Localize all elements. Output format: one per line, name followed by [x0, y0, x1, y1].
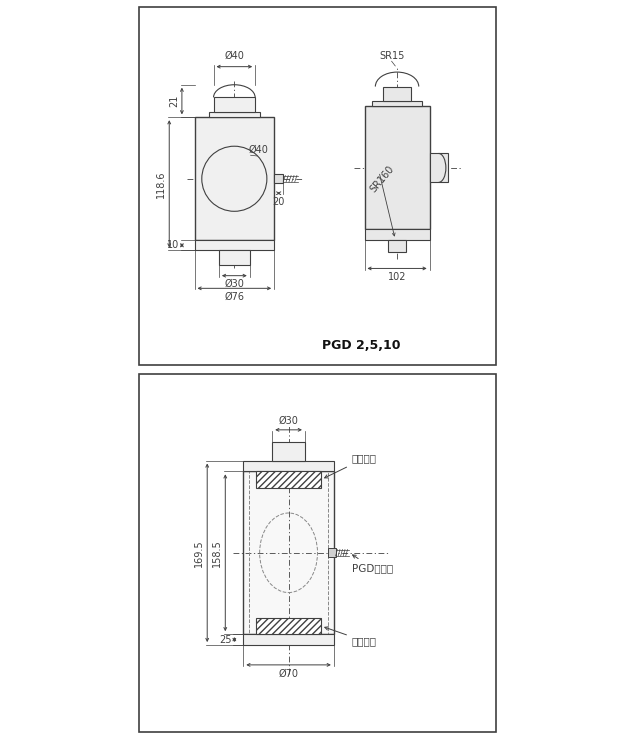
- Text: Ø30: Ø30: [279, 416, 298, 425]
- Text: Ø76: Ø76: [224, 292, 244, 302]
- Bar: [209, 112, 260, 117]
- Text: 158.5: 158.5: [212, 539, 222, 567]
- Bar: [243, 471, 334, 634]
- Bar: [219, 250, 250, 265]
- Text: Ø30: Ø30: [224, 279, 244, 289]
- Text: 21: 21: [169, 95, 179, 107]
- Text: 169.5: 169.5: [194, 539, 204, 567]
- Text: Ø40: Ø40: [224, 51, 244, 62]
- Text: SR160: SR160: [369, 164, 396, 194]
- Text: 10: 10: [167, 240, 179, 250]
- Text: PGD传感器: PGD传感器: [352, 555, 393, 573]
- Bar: [249, 471, 328, 634]
- Bar: [213, 97, 255, 112]
- Text: SR15: SR15: [379, 51, 404, 62]
- Text: 下承压头: 下承压头: [324, 627, 377, 646]
- Bar: [194, 240, 274, 250]
- Bar: [243, 461, 334, 471]
- Text: PGD 2,5,10: PGD 2,5,10: [322, 339, 400, 351]
- Text: 118.6: 118.6: [156, 170, 166, 198]
- Bar: [256, 471, 321, 488]
- Bar: [364, 107, 430, 230]
- Text: 25: 25: [219, 634, 231, 645]
- Bar: [274, 174, 283, 183]
- Text: 上承压头: 上承压头: [324, 453, 377, 478]
- Bar: [388, 239, 406, 252]
- Bar: [384, 87, 411, 101]
- Bar: [256, 618, 321, 634]
- Bar: [430, 153, 448, 182]
- Bar: [371, 101, 422, 107]
- Text: 20: 20: [272, 197, 285, 207]
- Text: Ø70: Ø70: [279, 669, 298, 679]
- Bar: [243, 634, 334, 645]
- Bar: [328, 548, 335, 557]
- Text: 102: 102: [388, 272, 406, 282]
- Bar: [194, 117, 274, 240]
- Bar: [364, 230, 430, 239]
- Bar: [272, 442, 305, 461]
- Text: Ø40: Ø40: [249, 145, 269, 156]
